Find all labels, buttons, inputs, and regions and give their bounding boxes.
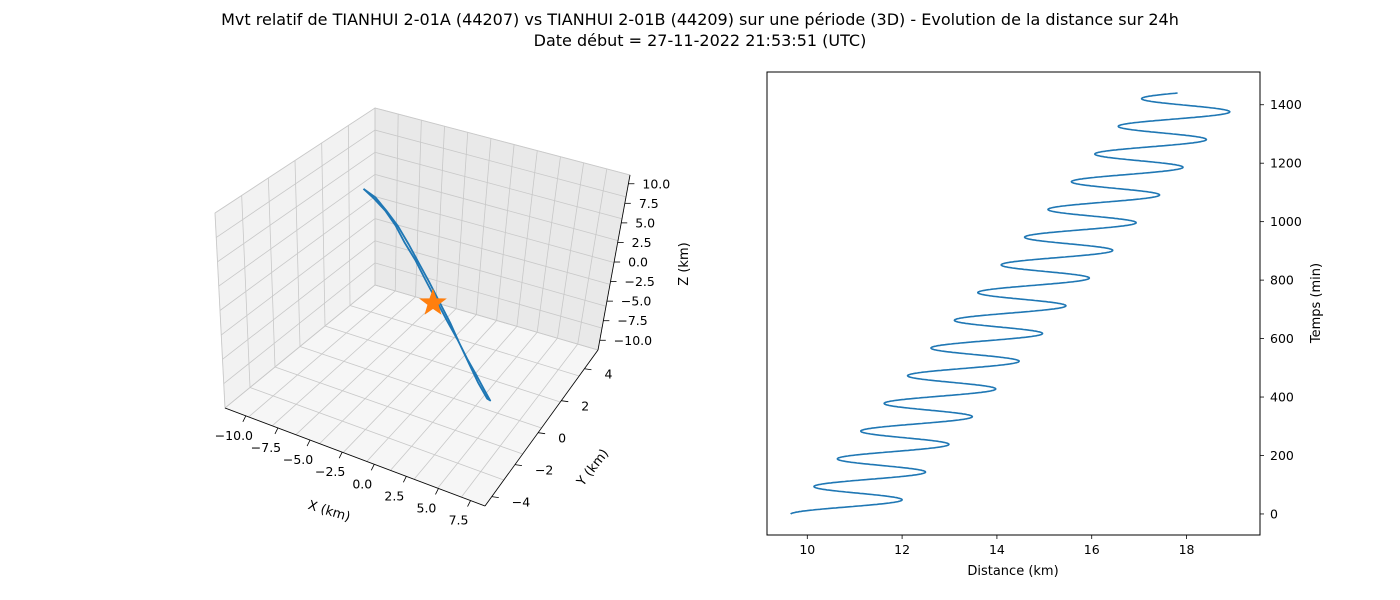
- grid-line-z: [224, 284, 599, 409]
- z-axis-label: Z (km): [677, 242, 692, 285]
- x-tick-label: −5.0: [283, 452, 313, 467]
- y-tick: [584, 368, 592, 371]
- axes-3d: −10.0−7.5−5.0−2.50.02.55.07.5420−2−410.0…: [215, 174, 670, 528]
- y-tick-label: 600: [1270, 331, 1294, 346]
- z-tick-label: −7.5: [617, 313, 647, 328]
- y-tick: [538, 432, 546, 435]
- y-tick-label: 2: [581, 399, 589, 414]
- x-tick: [467, 500, 471, 507]
- z-tick-label: 5.0: [635, 215, 655, 230]
- grid-line-y-floor: [324, 325, 561, 403]
- distance-curve: [790, 92, 1231, 515]
- y-tick-label: 1200: [1270, 156, 1302, 171]
- grid-line-y-floor: [249, 387, 504, 481]
- x-tick-label: −2.5: [315, 464, 345, 479]
- x-tick-label: 12: [894, 542, 910, 557]
- grid-line-z: [218, 173, 619, 287]
- x-axis-label: X (km): [306, 498, 352, 525]
- grid-line-z: [223, 262, 603, 384]
- x-tick: [403, 476, 407, 483]
- chart-subtitle: Date début = 27-11-2022 21:53:51 (UTC): [533, 31, 867, 50]
- x-axis-line: [224, 407, 486, 507]
- grid-line-z: [221, 218, 611, 336]
- y-tick-label: 1400: [1270, 97, 1302, 112]
- y-tick-label: 400: [1270, 390, 1294, 405]
- z-axis-line: [597, 174, 631, 351]
- grid-line-z: [222, 240, 607, 360]
- x-tick: [370, 464, 375, 471]
- x-tick-label: −10.0: [215, 428, 253, 443]
- x-tick-label: 18: [1179, 542, 1195, 557]
- grid-line-y-floor: [274, 366, 523, 455]
- x-tick-label: 14: [989, 542, 1005, 557]
- y-ticks: 0 200 400 600 800 1000 1200 1400: [1260, 97, 1302, 521]
- y-axis-label: Y (km): [574, 447, 613, 490]
- grid-line-z: [217, 151, 623, 263]
- x-tick-label: 10: [799, 542, 815, 557]
- orbit-3d: [362, 188, 492, 402]
- grid-line-y-floor: [299, 346, 542, 429]
- chart-title: Mvt relatif de TIANHUI 2-01A (44207) vs …: [221, 10, 1179, 29]
- x-tick-label: 2.5: [384, 488, 404, 503]
- z-tick-label: 10.0: [642, 176, 670, 191]
- y-tick-label: 0: [558, 431, 566, 446]
- x-tick-label: 16: [1084, 542, 1100, 557]
- x-tick-label: 5.0: [417, 500, 437, 515]
- y-axis-label-2d: Temps (min): [1309, 263, 1324, 344]
- y-tick-label: −2: [535, 463, 553, 478]
- grid-line-z: [216, 129, 627, 238]
- y-tick: [491, 496, 499, 499]
- y-tick-label: 800: [1270, 273, 1294, 288]
- orbit-line: [362, 188, 492, 402]
- y-tick-label: 200: [1270, 448, 1294, 463]
- z-tick-label: −2.5: [625, 274, 655, 289]
- z-tick-label: −5.0: [621, 294, 651, 309]
- z-tick-label: 0.0: [628, 255, 648, 270]
- y-tick: [561, 400, 569, 403]
- grid-line-y-floor: [349, 305, 580, 377]
- z-tick-label: 2.5: [632, 235, 652, 250]
- x-axis-label-2d: Distance (km): [967, 564, 1058, 579]
- x-tick: [242, 415, 247, 423]
- origin-star-marker: [419, 288, 447, 315]
- z-tick-label: 7.5: [639, 196, 659, 211]
- grid-line-z: [214, 107, 631, 214]
- x-tick: [306, 439, 311, 447]
- x-ticks: 10 12 14 16 18: [799, 535, 1195, 557]
- x-tick: [338, 451, 343, 459]
- y-axis-line: [484, 349, 599, 507]
- x-tick-label: 0.0: [352, 476, 372, 491]
- x-tick-label: 7.5: [449, 513, 469, 528]
- y-tick: [514, 464, 523, 467]
- grid-3d: [214, 107, 631, 507]
- y-tick-label: 0: [1270, 506, 1278, 521]
- y-tick-label: 1000: [1270, 214, 1302, 229]
- x-tick: [274, 427, 279, 435]
- z-tick-label: −10.0: [614, 333, 652, 348]
- x-tick: [435, 488, 439, 495]
- plot-frame: [766, 71, 1261, 536]
- y-tick-label: −4: [512, 495, 530, 510]
- x-tick-label: −7.5: [251, 440, 281, 455]
- y-tick-label: 4: [604, 367, 612, 382]
- relative-motion-3d-plot: −10.0−7.5−5.0−2.50.02.55.07.5420−2−410.0…: [214, 107, 692, 528]
